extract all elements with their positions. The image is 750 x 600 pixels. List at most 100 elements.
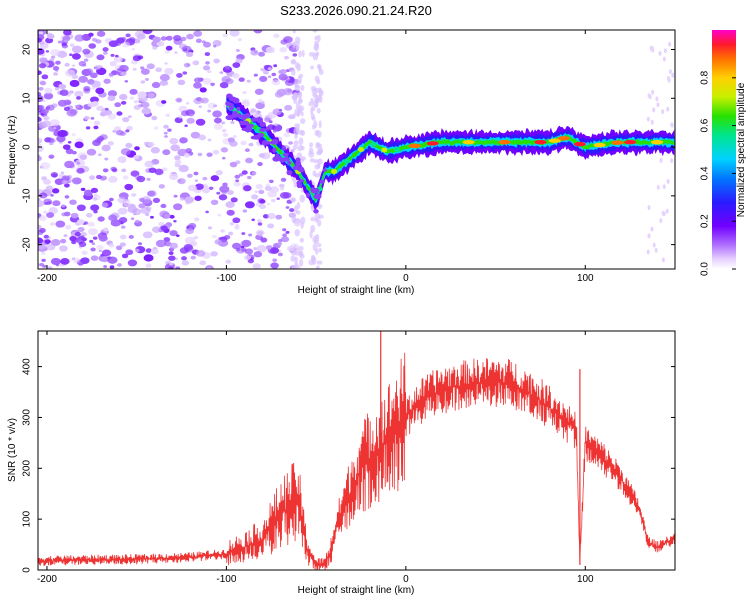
heat-noise-speck	[162, 167, 168, 172]
heat-noise-speck	[115, 129, 124, 136]
heat-noise-speck	[241, 170, 248, 175]
heat-noise-speck	[193, 82, 202, 89]
heat-noise-speck	[57, 99, 68, 107]
heat-noise-speck	[262, 70, 269, 75]
heat-noise-speck	[77, 226, 85, 232]
heat-noise-speck	[42, 115, 50, 121]
heat-noise-speck	[210, 251, 218, 257]
heat-noise-speck	[114, 54, 119, 58]
heat-noise-speck	[173, 219, 177, 223]
heat-noise-speck	[250, 108, 257, 113]
heat-noise-speck	[43, 179, 51, 185]
heat-noise-speck	[163, 213, 171, 219]
heat-noise-speck	[69, 236, 77, 242]
heat-noise-speck	[74, 231, 81, 237]
heat-noise-speck	[53, 72, 59, 76]
heat-noise-streak	[293, 179, 297, 188]
heat-noise-speck	[168, 266, 174, 269]
heat-noise-streak	[299, 194, 305, 203]
heat-noise-speck	[270, 262, 279, 269]
heat-noise-streak	[296, 63, 301, 72]
heat-noise-speck-right	[661, 109, 665, 115]
heat-noise-speck	[78, 60, 87, 67]
heat-noise-streak	[311, 124, 316, 130]
heat-noise-speck	[50, 172, 59, 178]
heat-noise-speck	[181, 45, 192, 53]
colorbar-label: Normalized spectral amplitude	[736, 82, 747, 217]
heat-noise-speck	[285, 230, 290, 234]
heat-signal-peak	[498, 139, 511, 145]
heat-noise-streak	[300, 111, 304, 117]
heat-noise-speck-right	[655, 96, 659, 102]
heat-noise-speck	[192, 60, 200, 66]
heat-signal-peak	[624, 139, 637, 145]
heat-noise-speck	[288, 212, 297, 218]
heat-noise-speck	[91, 37, 98, 42]
heat-noise-speck	[186, 117, 195, 124]
spectrogram-x-tick-label: 0	[403, 273, 409, 284]
heat-noise-speck	[267, 212, 276, 220]
heat-noise-speck	[225, 201, 235, 209]
heat-noise-streak	[298, 137, 304, 146]
heat-signal-scatter	[306, 192, 311, 198]
heat-noise-speck	[66, 109, 77, 117]
heat-noise-speck	[170, 144, 181, 152]
heat-signal-scatter	[322, 168, 327, 172]
heat-noise-speck-right	[652, 242, 656, 248]
heat-noise-streak	[293, 205, 298, 214]
heat-noise-speck	[186, 173, 193, 178]
heat-noise-speck	[76, 161, 81, 165]
heat-noise-speck	[284, 104, 293, 111]
heat-noise-speck	[158, 184, 166, 189]
heat-noise-speck	[268, 120, 273, 124]
heat-noise-speck	[129, 96, 135, 100]
heat-noise-speck	[253, 247, 258, 251]
heat-noise-speck	[161, 100, 167, 104]
heat-noise-speck	[132, 55, 142, 62]
heat-signal-scatter	[319, 179, 325, 184]
heat-signal-scatter	[237, 113, 242, 119]
heat-noise-speck	[90, 255, 99, 261]
heat-noise-speck	[92, 100, 99, 106]
heat-noise-speck	[120, 71, 128, 77]
heat-noise-speck	[43, 198, 53, 205]
heat-noise-speck	[164, 62, 168, 65]
heat-noise-speck	[240, 247, 247, 252]
heat-noise-speck	[260, 152, 271, 160]
snr-y-tick-label: 300	[22, 409, 33, 426]
heat-noise-speck	[120, 148, 131, 156]
heat-noise-speck	[61, 175, 70, 182]
heat-noise-speck	[186, 33, 194, 40]
heat-noise-speck	[232, 217, 241, 224]
heat-noise-speck	[83, 221, 89, 225]
heat-noise-speck	[140, 101, 150, 108]
heat-noise-speck	[212, 40, 222, 47]
heat-noise-speck	[220, 229, 225, 233]
heat-noise-speck	[96, 174, 102, 180]
heat-noise-speck	[193, 217, 200, 222]
heat-noise-speck	[226, 209, 235, 216]
heat-noise-speck	[146, 63, 155, 70]
heat-noise-speck	[60, 257, 70, 265]
heat-noise-speck	[240, 245, 245, 249]
heat-noise-streak	[310, 224, 316, 233]
heat-noise-speck	[52, 126, 57, 130]
heat-noise-speck	[271, 72, 277, 77]
heat-noise-speck	[101, 202, 109, 208]
heat-noise-speck	[288, 141, 293, 145]
heat-noise-speck	[193, 30, 203, 37]
heat-noise-speck	[188, 222, 197, 229]
heat-signal-scatter	[246, 123, 254, 128]
heat-noise-speck	[38, 70, 42, 75]
heat-noise-speck	[150, 215, 154, 219]
heat-noise-speck	[203, 41, 212, 48]
heat-noise-speck	[175, 234, 180, 237]
heat-signal-scatter	[265, 126, 270, 131]
heat-noise-streak	[300, 188, 304, 193]
heat-noise-speck	[127, 259, 138, 267]
heat-noise-streak	[300, 130, 306, 136]
heat-noise-speck	[64, 62, 70, 67]
heat-noise-speck	[164, 67, 174, 75]
heat-noise-speck	[222, 33, 228, 38]
